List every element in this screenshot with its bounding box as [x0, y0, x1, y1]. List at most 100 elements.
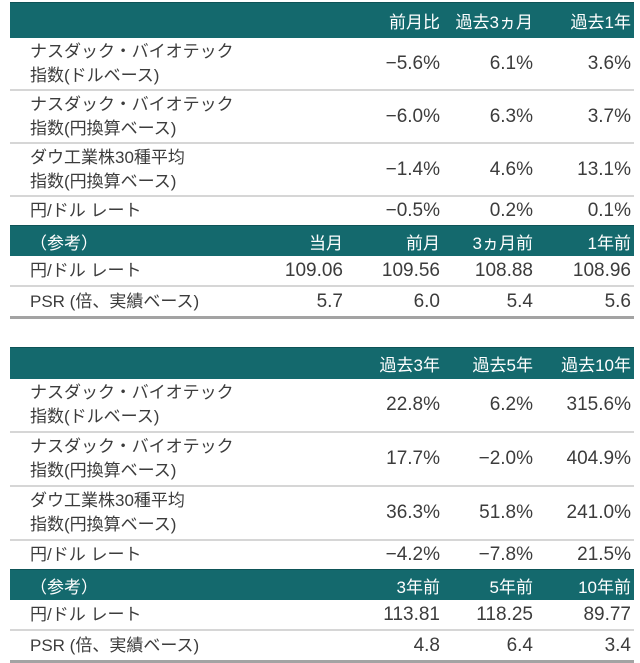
row-label: ダウ工業株30種平均 指数(円換算ベース) [10, 485, 346, 540]
reference-header-row: （参考） 当月 前月 3ヵ月前 1年前 [10, 225, 634, 256]
value-cell: −1.4% [346, 142, 443, 196]
value-cell: 315.6% [566, 394, 631, 415]
table-row-nasdaq-biotech-usd: ナスダック・バイオテック 指数(ドルベース) 22.8% 6.2% 315.6% [10, 379, 634, 432]
row-label-line1: ナスダック・バイオテック [30, 41, 234, 61]
column-header-past-3-years: 過去3年 [346, 347, 443, 379]
reference-row-yen-dollar-rate: 円/ドル レート 113.81 118.25 89.77 [10, 600, 634, 630]
value-cell-empty [250, 142, 346, 196]
value-cell-empty [250, 38, 346, 90]
row-label-line2: 指数(ドルベース) [30, 65, 160, 85]
row-label-line1: ダウ工業株30種平均 [30, 491, 185, 510]
value-cell: 404.9% [536, 431, 634, 486]
value-cell: 0.2% [443, 195, 536, 226]
value-cell-empty [250, 89, 346, 143]
value-cell: 6.3% [443, 89, 536, 143]
value-cell: 118.25 [476, 603, 533, 625]
value-cell: 6.2% [489, 394, 533, 415]
value-cell: −6.0% [346, 89, 443, 143]
reference-row-yen-dollar-rate: 円/ドル レート 109.06 109.56 108.88 108.96 [10, 256, 634, 286]
column-header-1-year-ago: 1年前 [536, 225, 634, 256]
row-label: PSR (倍、実績ベース) [10, 629, 346, 662]
header-spacer [10, 347, 346, 379]
row-label-line2: 指数(円換算ベース) [30, 515, 177, 534]
long-term-performance-table: 過去3年 過去5年 過去10年 ナスダック・バイオテック 指数(ドルベース) 2… [10, 347, 634, 663]
header-spacer [250, 2, 346, 38]
table-row-dow-30-yen: ダウ工業株30種平均 指数(円換算ベース) 36.3% 51.8% 241.0% [10, 485, 634, 540]
value-cell: 17.7% [346, 431, 443, 486]
row-label: PSR (倍、実績ベース) [10, 285, 250, 318]
value-cell: 22.8% [386, 394, 440, 415]
value-cell: 3.6% [587, 52, 631, 74]
value-cell: 4.6% [443, 142, 536, 196]
reference-row-psr: PSR (倍、実績ベース) 5.7 6.0 5.4 5.6 [10, 285, 634, 318]
value-cell: 5.6 [536, 285, 634, 318]
table-row-nasdaq-biotech-yen: ナスダック・バイオテック 指数(円換算ベース) −6.0% 6.3% 3.7% [10, 89, 634, 143]
table-row-yen-dollar-rate: 円/ドル レート −4.2% −7.8% 21.5% [10, 539, 634, 570]
reference-row-psr: PSR (倍、実績ベース) 4.8 6.4 3.4 [10, 629, 634, 662]
value-cell-negative: −2.0% [443, 431, 536, 486]
reference-title: （参考） [10, 569, 346, 600]
value-cell: 4.8 [346, 629, 443, 662]
value-cell: 13.1% [536, 142, 634, 196]
value-cell: 108.88 [474, 259, 533, 281]
table-row-nasdaq-biotech-usd: ナスダック・バイオテック 指数(ドルベース) −5.6% 6.1% 3.6% [10, 38, 634, 90]
row-label: ナスダック・バイオテック 指数(円換算ベース) [10, 89, 250, 143]
value-cell: 108.96 [572, 259, 631, 281]
column-header-5-years-ago: 5年前 [443, 569, 536, 600]
value-cell: 113.81 [383, 603, 440, 625]
row-label-line1: ナスダック・バイオテック [30, 383, 234, 402]
value-cell: 36.3% [346, 485, 443, 540]
short-term-performance-table: 前月比 過去3ヵ月 過去1年 ナスダック・バイオテック 指数(ドルベース) −5… [10, 2, 634, 319]
value-cell: 109.56 [381, 259, 440, 281]
row-label-line2: 指数(円換算ベース) [30, 461, 177, 480]
value-cell: 5.4 [443, 285, 536, 318]
value-cell-negative: −7.8% [443, 539, 536, 570]
value-cell-empty [250, 195, 346, 226]
row-label-line2: 指数(円換算ベース) [30, 171, 177, 191]
long-term-header-row: 過去3年 過去5年 過去10年 [10, 347, 634, 379]
value-cell: 3.4 [536, 629, 634, 662]
row-label-line1: ナスダック・バイオテック [30, 94, 234, 114]
column-header-3-months-ago: 3ヵ月前 [443, 225, 536, 256]
short-term-header-row: 前月比 過去3ヵ月 過去1年 [10, 2, 634, 38]
column-header-past-1-year: 過去1年 [536, 2, 634, 38]
row-label: 円/ドル レート [10, 195, 250, 226]
value-cell: 109.06 [284, 259, 343, 281]
table-row-yen-dollar-rate: 円/ドル レート −0.5% 0.2% 0.1% [10, 195, 634, 226]
row-label: ダウ工業株30種平均 指数(円換算ベース) [10, 142, 250, 196]
header-spacer [10, 2, 250, 38]
row-label-line1: ダウ工業株30種平均 [30, 147, 185, 167]
row-label: ナスダック・バイオテック 指数(ドルベース) [10, 38, 250, 90]
row-label: ナスダック・バイオテック 指数(円換算ベース) [10, 431, 346, 486]
value-cell: 51.8% [443, 485, 536, 540]
column-header-previous-month: 前月 [346, 225, 443, 256]
column-header-3-years-ago: 3年前 [346, 569, 443, 600]
row-label: 円/ドル レート [10, 539, 346, 570]
value-cell: 6.1% [489, 52, 533, 74]
value-cell: 5.7 [250, 285, 346, 318]
row-label: ナスダック・バイオテック 指数(ドルベース) [10, 379, 346, 432]
value-cell: −0.5% [346, 195, 443, 226]
column-header-prev-month-change: 前月比 [346, 2, 443, 38]
row-label-line2: 指数(円換算ベース) [30, 118, 177, 138]
column-header-past-5-years: 過去5年 [443, 347, 536, 379]
row-label-line1: ナスダック・バイオテック [30, 437, 234, 456]
row-label: 円/ドル レート [30, 260, 142, 280]
column-header-current-month: 当月 [250, 225, 346, 256]
row-label: 円/ドル レート [30, 604, 142, 624]
table-row-dow-30-yen: ダウ工業株30種平均 指数(円換算ベース) −1.4% 4.6% 13.1% [10, 142, 634, 196]
table-row-nasdaq-biotech-yen: ナスダック・バイオテック 指数(円換算ベース) 17.7% −2.0% 404.… [10, 431, 634, 486]
value-cell: 89.77 [583, 603, 631, 625]
value-cell: −5.6% [385, 52, 440, 74]
value-cell: 0.1% [536, 195, 634, 226]
value-cell: 6.0 [346, 285, 443, 318]
value-cell: 241.0% [536, 485, 634, 540]
column-header-10-years-ago: 10年前 [536, 569, 634, 600]
reference-title: （参考） [10, 225, 250, 256]
value-cell: 21.5% [536, 539, 634, 570]
value-cell-negative: −4.2% [346, 539, 443, 570]
value-cell: 6.4 [443, 629, 536, 662]
column-header-past-3-months: 過去3ヵ月 [443, 2, 536, 38]
column-header-past-10-years: 過去10年 [536, 347, 634, 379]
